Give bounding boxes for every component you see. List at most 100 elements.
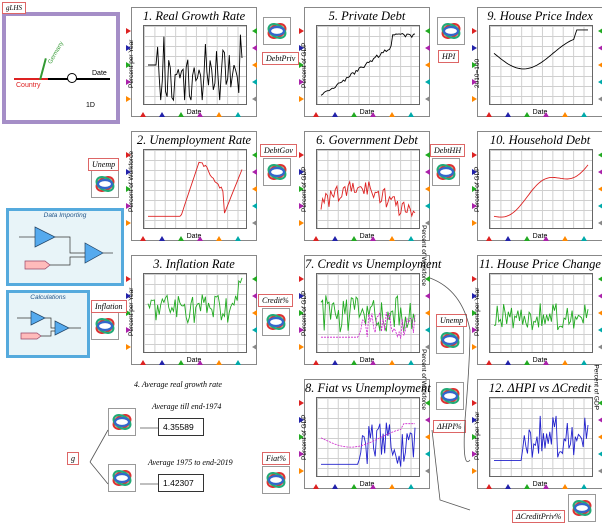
port-triangle[interactable] — [370, 236, 376, 241]
port-triangle[interactable] — [351, 484, 357, 489]
port-triangle[interactable] — [313, 360, 319, 365]
input-port[interactable] — [126, 62, 131, 68]
output-port[interactable] — [425, 96, 430, 102]
input-port[interactable] — [299, 293, 304, 299]
output-port[interactable] — [425, 434, 430, 440]
output-port[interactable] — [252, 203, 257, 209]
panel-p6[interactable]: 6. Government Debt Percent of GDP Date — [299, 131, 430, 241]
input-port[interactable] — [472, 293, 477, 299]
output-port[interactable] — [598, 45, 602, 51]
output-port[interactable] — [252, 344, 257, 350]
output-port[interactable] — [598, 310, 602, 316]
output-port[interactable] — [252, 79, 257, 85]
data-importing-group[interactable]: Data Importing — [6, 208, 124, 286]
output-port[interactable] — [425, 276, 430, 282]
input-port[interactable] — [126, 28, 131, 34]
ravel-icon[interactable] — [91, 170, 119, 198]
port-triangle[interactable] — [178, 236, 184, 241]
port-triangle[interactable] — [505, 236, 511, 241]
input-port[interactable] — [126, 96, 131, 102]
port-triangle[interactable] — [562, 484, 568, 489]
plot-area[interactable] — [143, 273, 247, 353]
input-port[interactable] — [126, 79, 131, 85]
output-port[interactable] — [598, 203, 602, 209]
input-port[interactable] — [472, 344, 477, 350]
input-port[interactable] — [472, 28, 477, 34]
port-triangle[interactable] — [505, 484, 511, 489]
input-port[interactable] — [299, 169, 304, 175]
ravel-icon[interactable] — [262, 466, 290, 494]
ravel-icon[interactable] — [436, 382, 464, 410]
port-triangle[interactable] — [543, 484, 549, 489]
port-triangle[interactable] — [505, 360, 511, 365]
port-triangle[interactable] — [351, 112, 357, 117]
output-port[interactable] — [425, 451, 430, 457]
unemp-left-label[interactable]: Unemp — [88, 158, 120, 171]
output-port[interactable] — [598, 79, 602, 85]
port-triangle[interactable] — [332, 360, 338, 365]
input-port[interactable] — [126, 45, 131, 51]
plot-area[interactable] — [489, 25, 593, 105]
output-port[interactable] — [252, 220, 257, 226]
input-port[interactable] — [299, 400, 304, 406]
input-port[interactable] — [126, 152, 131, 158]
debt-gov-label[interactable]: DebtGov — [260, 144, 297, 157]
output-port[interactable] — [425, 220, 430, 226]
panel-p1[interactable]: 1. Real Growth Rate Percent per Year Date — [126, 7, 257, 117]
port-triangle[interactable] — [408, 360, 414, 365]
input-port[interactable] — [126, 293, 131, 299]
plot-area[interactable] — [316, 149, 420, 229]
input-port[interactable] — [299, 327, 304, 333]
input-port[interactable] — [299, 28, 304, 34]
port-triangle[interactable] — [389, 112, 395, 117]
output-port[interactable] — [598, 344, 602, 350]
plot-area[interactable] — [489, 273, 593, 353]
input-port[interactable] — [299, 186, 304, 192]
output-port[interactable] — [598, 62, 602, 68]
port-triangle[interactable] — [178, 360, 184, 365]
port-triangle[interactable] — [140, 112, 146, 117]
hpi-pct-label[interactable]: ΔHPI% — [433, 420, 466, 433]
output-port[interactable] — [598, 152, 602, 158]
ravel-icon[interactable] — [108, 408, 136, 436]
output-port[interactable] — [425, 344, 430, 350]
plot-area[interactable] — [316, 25, 420, 105]
plot-area[interactable] — [143, 25, 247, 105]
input-port[interactable] — [126, 310, 131, 316]
port-triangle[interactable] — [313, 484, 319, 489]
output-port[interactable] — [598, 28, 602, 34]
panel-p12[interactable]: 12. ΔHPI vs ΔCredit Percent per Year Perce… — [472, 364, 602, 489]
output-port[interactable] — [598, 451, 602, 457]
debt-priv-label[interactable]: DebtPriv — [262, 52, 300, 65]
output-port[interactable] — [252, 327, 257, 333]
input-port[interactable] — [299, 276, 304, 282]
output-port[interactable] — [598, 276, 602, 282]
input-port[interactable] — [472, 220, 477, 226]
port-triangle[interactable] — [581, 236, 587, 241]
output-port[interactable] — [425, 327, 430, 333]
port-triangle[interactable] — [159, 360, 165, 365]
output-port[interactable] — [425, 152, 430, 158]
output-port[interactable] — [252, 293, 257, 299]
port-triangle[interactable] — [543, 112, 549, 117]
d-credit-label[interactable]: ΔCreditPriv% — [512, 510, 566, 523]
input-port[interactable] — [472, 62, 477, 68]
port-triangle[interactable] — [197, 360, 203, 365]
port-triangle[interactable] — [313, 112, 319, 117]
input-port[interactable] — [299, 310, 304, 316]
input-port[interactable] — [472, 45, 477, 51]
calculations-group[interactable]: Calculations — [6, 290, 90, 358]
port-triangle[interactable] — [389, 484, 395, 489]
panel-p3[interactable]: 3. Inflation Rate Percent per Year Date — [126, 255, 257, 365]
output-port[interactable] — [425, 203, 430, 209]
output-port[interactable] — [598, 417, 602, 423]
port-triangle[interactable] — [197, 236, 203, 241]
debt-hh-label[interactable]: DebtHH — [430, 144, 466, 157]
output-port[interactable] — [598, 96, 602, 102]
port-triangle[interactable] — [524, 484, 530, 489]
output-port[interactable] — [425, 62, 430, 68]
port-triangle[interactable] — [178, 112, 184, 117]
output-port[interactable] — [598, 186, 602, 192]
plot-area[interactable] — [316, 397, 420, 477]
output-port[interactable] — [252, 169, 257, 175]
